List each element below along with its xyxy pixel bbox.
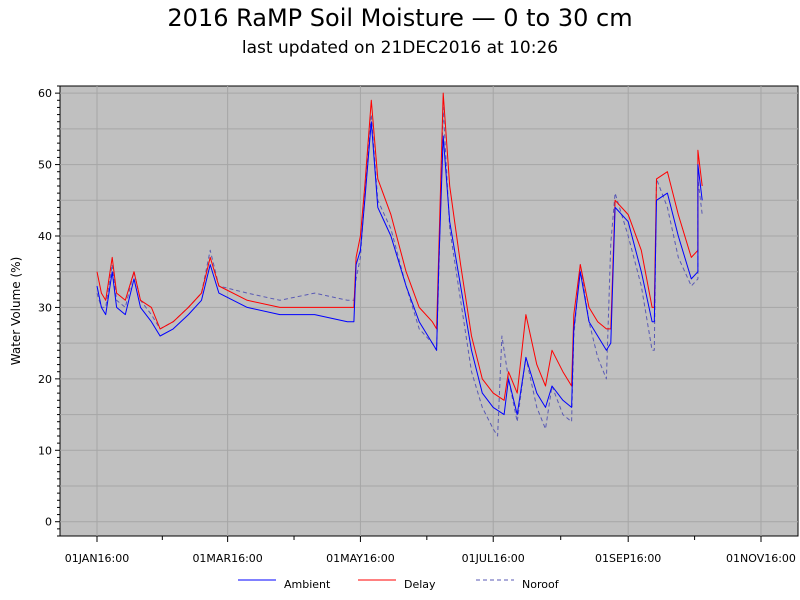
x-tick-label: 01JAN16:00 (65, 552, 130, 565)
chart-title: 2016 RaMP Soil Moisture — 0 to 30 cm (167, 4, 633, 32)
y-tick-label: 0 (45, 516, 52, 529)
legend-label-ambient: Ambient (284, 578, 331, 591)
x-tick-label: 01SEP16:00 (595, 552, 661, 565)
legend-label-noroof: Noroof (522, 578, 560, 591)
x-tick-label: 01JUL16:00 (462, 552, 525, 565)
y-tick-label: 20 (38, 373, 52, 386)
series-line-ambient (96, 121, 703, 416)
y-tick-label: 30 (38, 301, 52, 314)
x-tick-label: 01MAY16:00 (326, 552, 395, 565)
y-tick-label: 50 (38, 159, 52, 172)
y-axis-title: Water Volume (%) (9, 257, 23, 366)
y-tick-label: 60 (38, 87, 52, 100)
y-tick-label: 40 (38, 230, 52, 243)
series-line-delay (96, 92, 703, 401)
plot-area (59, 85, 799, 537)
legend-label-delay: Delay (404, 578, 436, 591)
x-tick-label: 01MAR16:00 (192, 552, 262, 565)
chart-subtitle: last updated on 21DEC2016 at 10:26 (241, 38, 559, 58)
y-tick-label: 10 (38, 444, 52, 457)
x-tick-label: 01NOV16:00 (726, 552, 796, 565)
